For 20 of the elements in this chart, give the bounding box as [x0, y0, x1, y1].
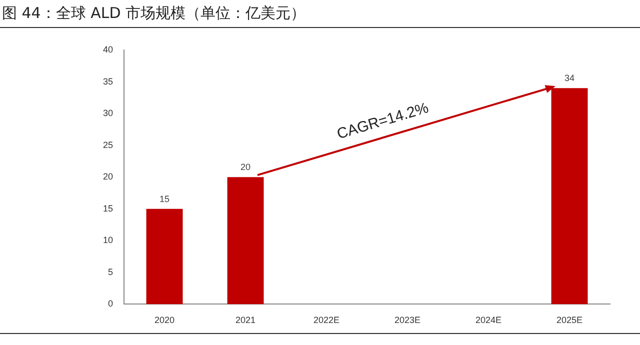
- y-tick-label: 15: [102, 203, 114, 214]
- x-tick-label: 2020: [154, 315, 175, 326]
- y-tick-label: 20: [102, 172, 114, 182]
- data-label: 15: [160, 194, 170, 204]
- bar: [146, 208, 183, 304]
- x-tick-label: 2023E: [394, 315, 421, 326]
- x-tick-label: 2024E: [475, 315, 502, 326]
- y-tick-label: 25: [102, 140, 114, 150]
- y-tick-label: 5: [108, 266, 114, 277]
- x-tick-label: 2021: [235, 315, 256, 326]
- data-label: 34: [564, 73, 575, 84]
- data-label: 20: [240, 162, 251, 172]
- chart-title: 图 44：全球 ALD 市场规模（单位：亿美元）: [0, 0, 640, 28]
- y-tick-label: 30: [102, 108, 114, 118]
- y-tick-label: 0: [108, 298, 114, 309]
- y-tick-label: 10: [102, 235, 114, 246]
- x-tick-label: 2025E: [556, 315, 583, 326]
- y-tick-label: 40: [102, 44, 114, 54]
- y-tick-label: 35: [102, 76, 114, 86]
- x-tick-label: 2022E: [313, 315, 340, 326]
